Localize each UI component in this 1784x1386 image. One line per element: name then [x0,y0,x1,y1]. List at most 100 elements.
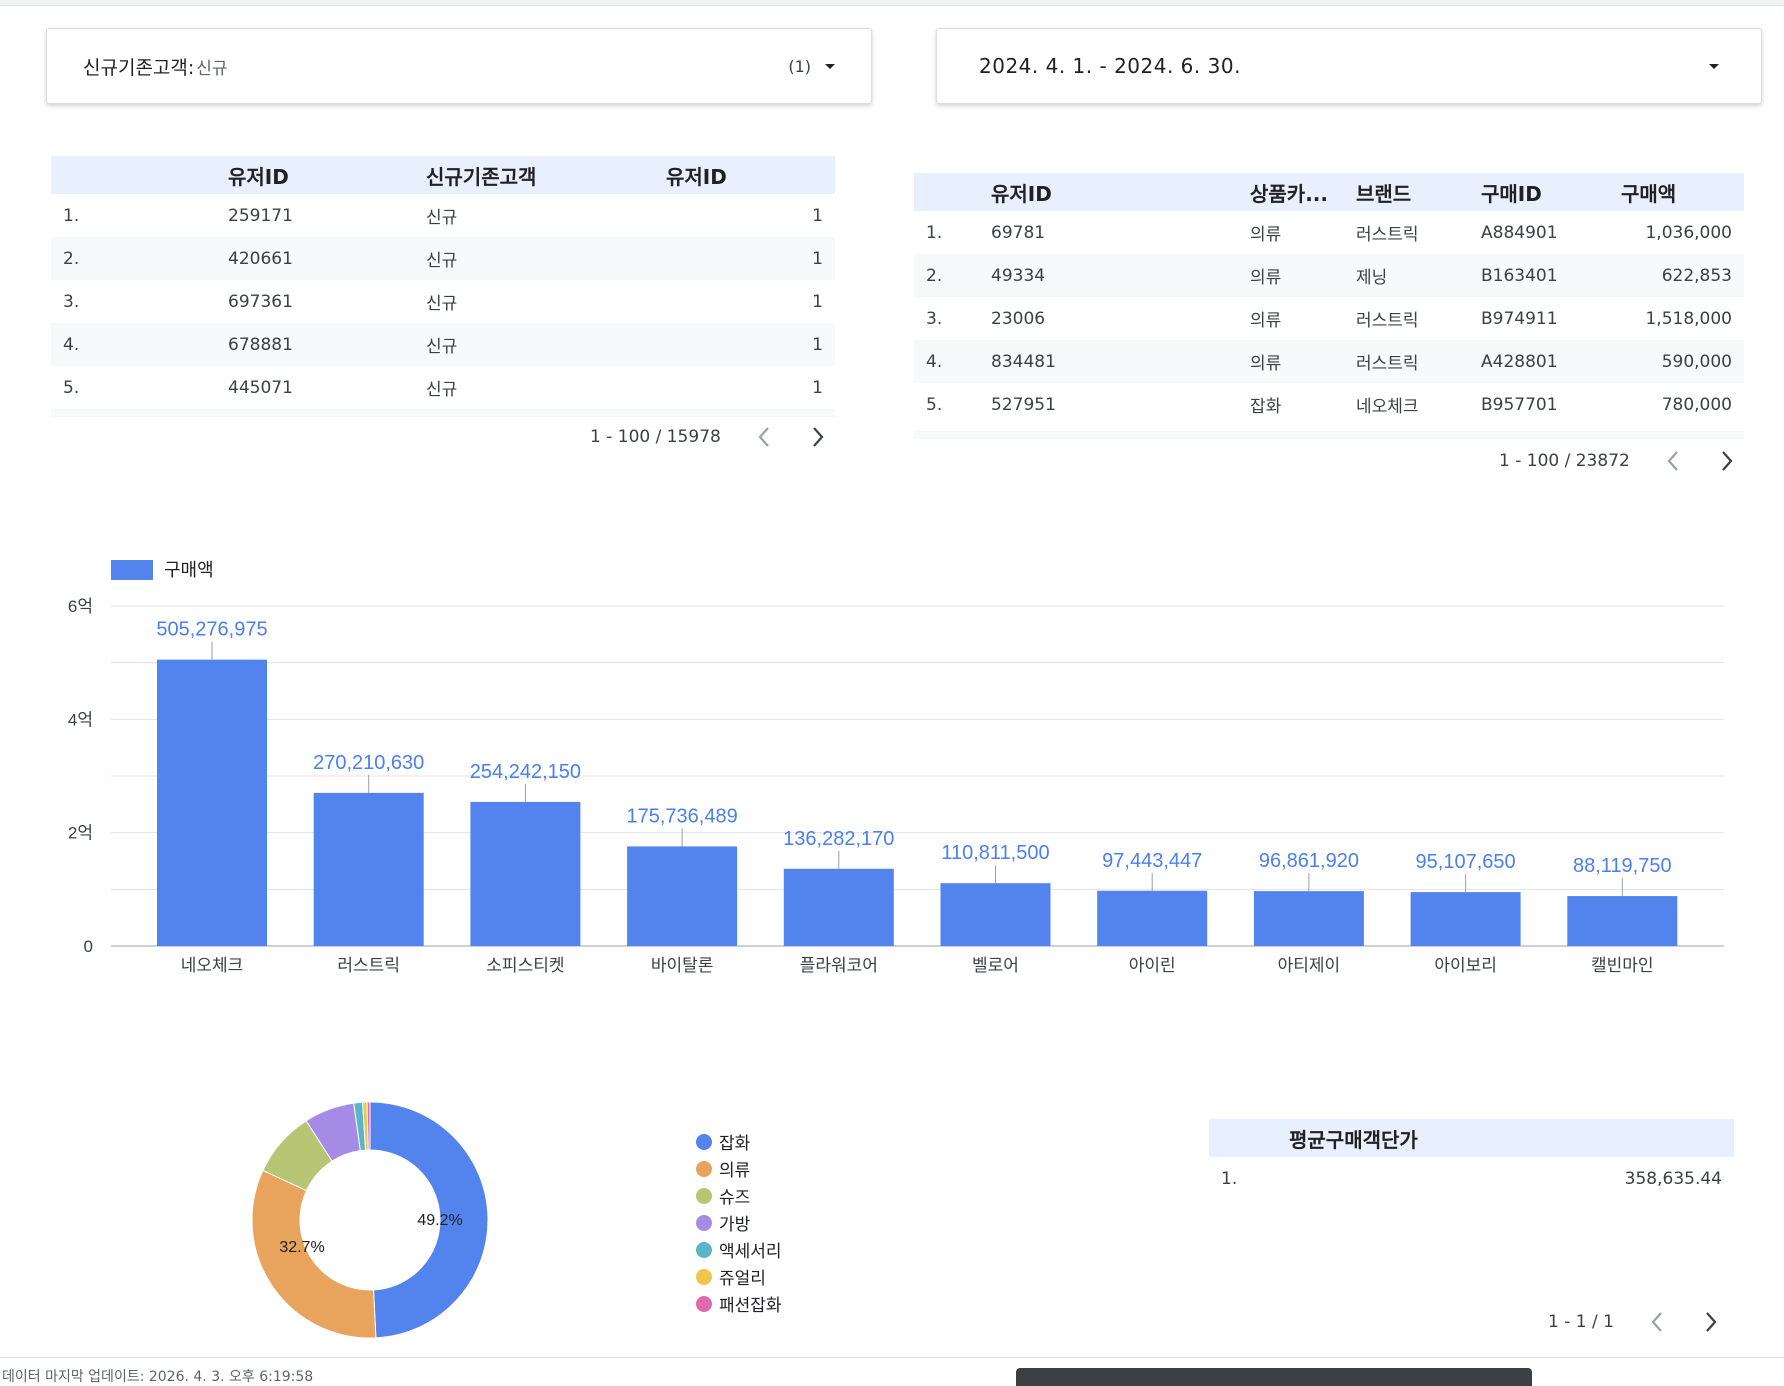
table-row[interactable]: 5. 527951 잡화 네오체크 B957701 780,000 [914,383,1744,426]
legend-item[interactable]: 슈즈 [696,1182,782,1209]
header-user-id[interactable]: 유저ID [228,156,426,194]
donut-slice[interactable] [366,1101,371,1151]
bar[interactable] [1410,892,1521,946]
chevron-left-icon[interactable] [1642,1307,1672,1337]
user-id-cell: 445071 [228,377,293,398]
bar[interactable] [470,801,581,946]
brand-cell: 러스트릭 [1356,225,1419,245]
purchase-amount-cell: 780,000 [1661,394,1732,415]
date-range-control[interactable]: 2024. 4. 1. - 2024. 6. 30. [936,28,1762,104]
brand-cell: 러스트릭 [1356,340,1481,383]
x-tick-label: 캘빈마인 [1591,956,1654,975]
legend-label: 액세서리 [719,1242,782,1262]
brand-cell: 러스트릭 [1356,311,1419,331]
chevron-right-icon[interactable] [1696,1307,1726,1337]
report-footer: 데이터 마지막 업데이트: 2026. 4. 3. 오후 6:19:58 [0,1357,1784,1386]
row-index: 1. [926,222,943,243]
header-category[interactable]: 상품카... [1250,173,1356,211]
category-cell: 의류 [1250,311,1282,331]
user-id-count-cell: 1 [812,377,823,398]
legend-item[interactable]: 의류 [696,1155,782,1182]
new-existing-customer-filter[interactable]: 신규기존고객: 신규 (1) [46,28,872,104]
bottom-toolbar[interactable] [1016,1368,1532,1386]
x-tick-label: 네오체크 [181,956,244,975]
bar[interactable] [1253,891,1364,946]
legend-item[interactable]: 쥬얼리 [696,1263,782,1290]
user-id-cell: 49334 [991,254,1250,297]
data-label: 505,276,975 [156,619,267,641]
dropdown-caret-icon[interactable] [825,63,835,69]
bar[interactable] [1097,890,1208,946]
row-index: 4. [51,323,228,366]
legend-label: 패션잡화 [719,1296,782,1316]
chevron-left-icon[interactable] [749,422,779,452]
table-row[interactable]: 4. 678881 신규 1 [51,323,835,366]
user-id-count-cell: 1 [666,323,835,366]
bar[interactable] [313,792,424,946]
legend-item[interactable]: 액세서리 [696,1236,782,1263]
purchase-amount-cell: 1,036,000 [1645,222,1732,243]
table-row[interactable]: 2. 49334 의류 제닝 B163401 622,853 [914,254,1744,297]
legend-item[interactable]: 패션잡화 [696,1290,782,1317]
x-tick-label: 아이보리 [1434,956,1497,975]
data-label: 96,861,920 [1259,850,1359,872]
chevron-right-icon[interactable] [803,422,833,452]
header-customer-type[interactable]: 신규기존고객 [426,156,666,194]
table-row[interactable]: 4. 834481 의류 러스트릭 A428801 590,000 [914,340,1744,383]
slice-percent-label: 32.7% [279,1239,324,1256]
legend-swatch [696,1295,712,1312]
avg-order-value-table: 평균구매객단가 1. 358,635.44 [1209,1119,1734,1200]
table-row: 1. 358,635.44 [1209,1157,1734,1200]
bar[interactable] [940,883,1051,946]
header-index [914,173,991,211]
avg-order-value: 358,635.44 [1624,1168,1722,1189]
row-index: 3. [926,308,943,329]
table-header-row: 평균구매객단가 [1209,1119,1734,1157]
customer-type-cell: 신규 [426,380,458,400]
user-id-count-cell: 1 [812,205,823,226]
y-tick-label: 4억 [68,710,93,729]
table-row[interactable]: 2. 420661 신규 1 [51,237,835,280]
legend-label: 가방 [719,1215,751,1235]
header-user-id-count[interactable]: 유저ID [666,156,835,194]
header-user-id[interactable]: 유저ID [991,173,1250,211]
legend-label: 잡화 [719,1134,751,1154]
category-cell: 의류 [1250,225,1282,245]
data-label: 270,210,630 [313,752,424,774]
dropdown-caret-icon[interactable] [1709,63,1719,69]
table-row[interactable]: 5. 445071 신규 1 [51,366,835,409]
legend-item[interactable]: 가방 [696,1209,782,1236]
table1-pagination: 1 - 100 / 15978 [590,422,833,452]
table-row[interactable]: 3. 23006 의류 러스트릭 B974911 1,518,000 [914,297,1744,340]
category-cell: 의류 [1250,340,1356,383]
filter-count: (1) [788,56,811,76]
bar[interactable] [783,868,894,946]
customer-type-cell: 신규 [426,323,666,366]
brand-cell: 네오체크 [1356,397,1419,417]
header-purchase-id[interactable]: 구매ID [1481,173,1621,211]
x-tick-label: 벨로어 [972,956,1019,975]
data-label: 254,242,150 [470,761,581,783]
user-id-cell: 420661 [228,237,426,280]
table-row[interactable]: 1. 69781 의류 러스트릭 A884901 1,036,000 [914,211,1744,254]
legend-swatch [696,1241,712,1258]
header-index [51,156,228,194]
header-purchase-amount[interactable]: 구매액 [1621,173,1744,211]
bar[interactable] [1567,896,1678,946]
table-row[interactable]: 3. 697361 신규 1 [51,280,835,323]
date-range-value: 2024. 4. 1. - 2024. 6. 30. [979,54,1241,78]
legend-item[interactable]: 잡화 [696,1128,782,1155]
bar[interactable] [157,659,267,946]
donut-slice[interactable] [251,1169,377,1339]
table-row[interactable]: 1. 259171 신규 1 [51,194,835,237]
donut-slice[interactable] [369,1101,489,1339]
x-tick-label: 러스트릭 [337,956,400,975]
chevron-right-icon[interactable] [1712,446,1742,476]
user-id-cell: 527951 [991,394,1056,415]
chevron-left-icon[interactable] [1658,446,1688,476]
header-avg-order-value[interactable]: 평균구매객단가 [1289,1119,1734,1157]
slice-percent-label: 49.2% [417,1212,462,1229]
header-brand[interactable]: 브랜드 [1356,173,1481,211]
legend-label: 구매액 [164,560,214,580]
bar[interactable] [627,846,738,946]
